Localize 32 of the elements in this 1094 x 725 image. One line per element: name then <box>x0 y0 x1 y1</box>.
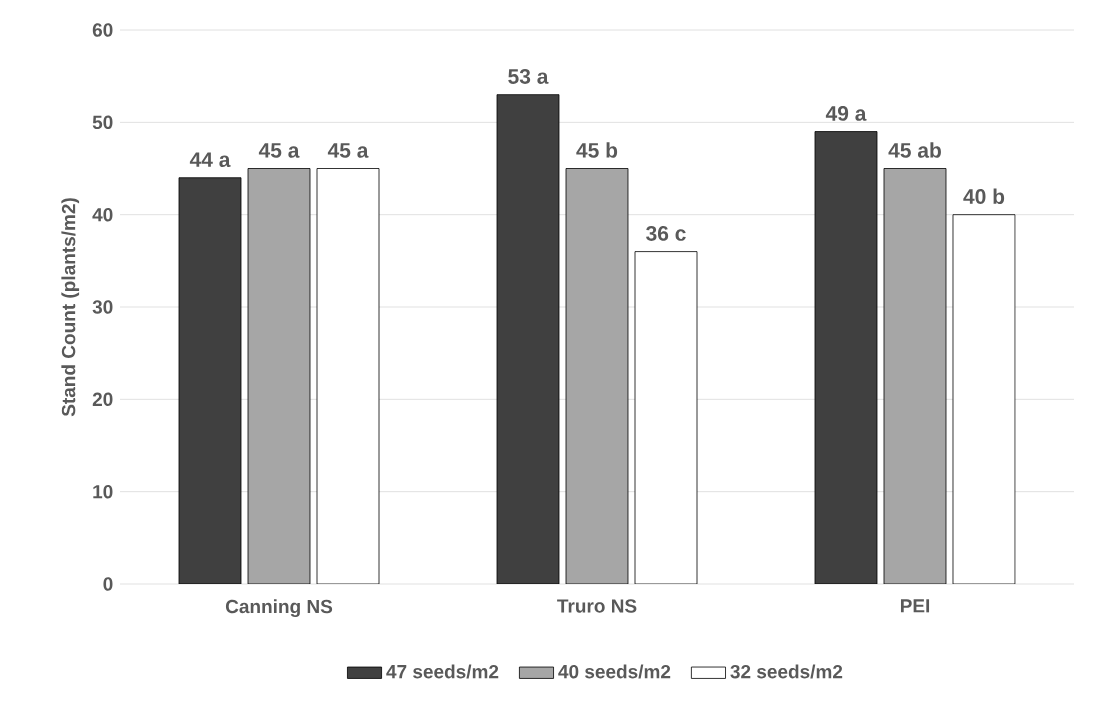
data-label: 53 a <box>508 69 549 84</box>
x-tick-label: Canning NS <box>225 599 333 618</box>
bar <box>883 168 947 584</box>
y-axis-title: Stand Count (plants/m2) <box>61 198 80 417</box>
x-tick-label: Truro NS <box>557 599 637 613</box>
y-tick-label: 0 <box>103 577 113 591</box>
data-label: 45 a <box>258 143 300 158</box>
bar <box>247 168 311 584</box>
data-label: 45 ab <box>888 142 941 158</box>
bar <box>634 251 698 584</box>
bar <box>952 214 1016 584</box>
bar <box>316 168 380 584</box>
bar <box>814 131 878 584</box>
data-label: 40 b <box>963 188 1005 204</box>
y-tick-label: 40 <box>92 207 113 222</box>
y-tick-label: 20 <box>92 392 113 407</box>
legend-label: 47 seeds/m2 <box>386 664 499 679</box>
bar <box>565 168 629 584</box>
data-label: 45 b <box>576 142 618 158</box>
data-label: 44 a <box>189 152 231 168</box>
y-tick-label: 30 <box>92 300 113 314</box>
bar <box>178 177 242 584</box>
data-label: 36 c <box>646 225 686 241</box>
legend-label: 32 seeds/m2 <box>730 664 843 679</box>
data-label: 45 a <box>327 143 369 158</box>
x-tick-label: PEI <box>900 599 930 613</box>
bar <box>496 94 560 584</box>
y-tick-label: 60 <box>92 23 113 37</box>
legend-label: 40 seeds/m2 <box>558 664 671 679</box>
data-label: 49 a <box>825 105 867 121</box>
y-tick-label: 10 <box>93 484 113 499</box>
y-tick-label: 50 <box>92 115 113 130</box>
